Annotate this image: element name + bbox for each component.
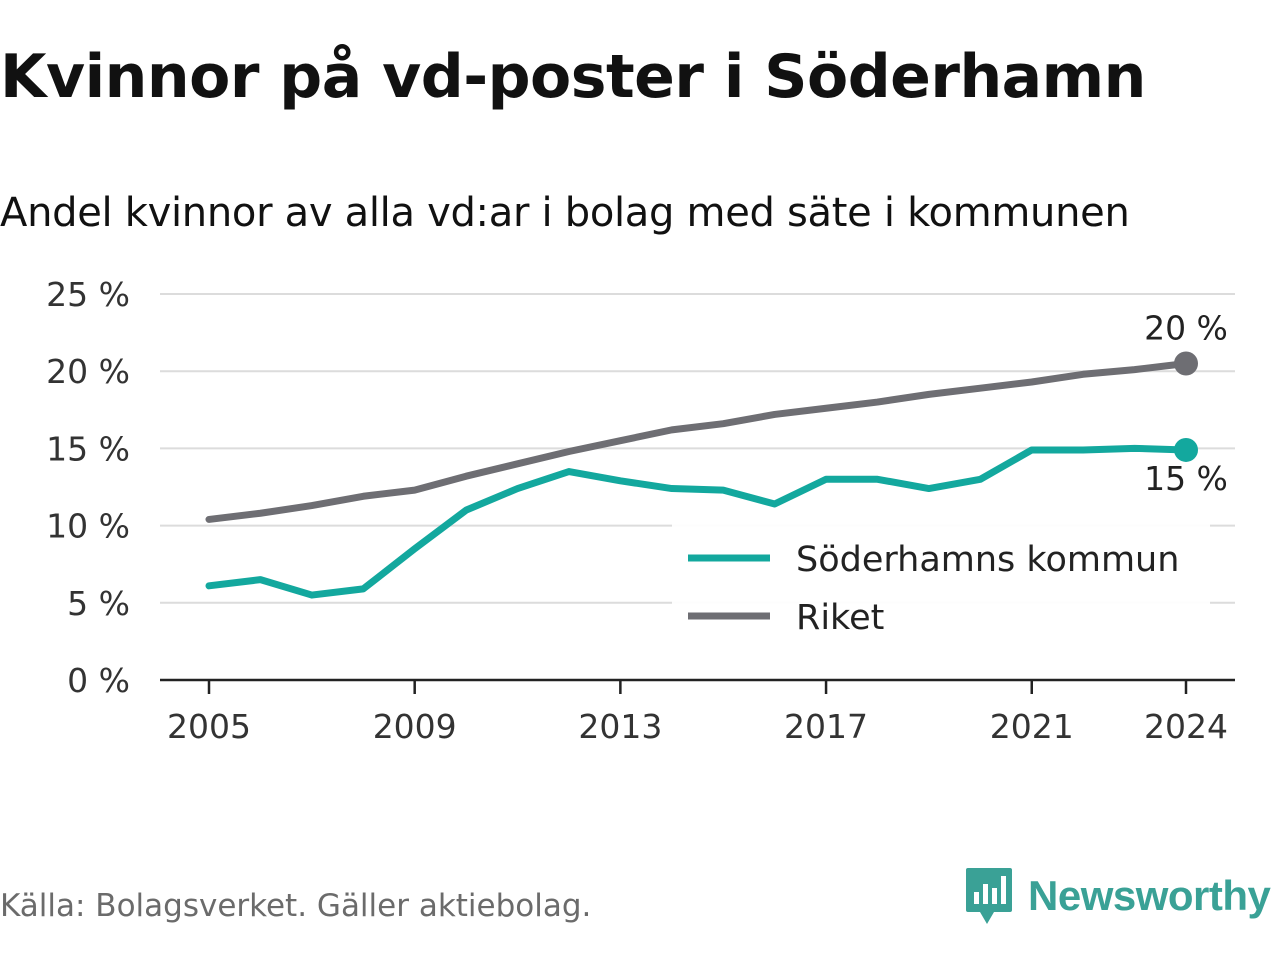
y-tick-label: 15 % (46, 429, 130, 468)
y-tick-label: 10 % (46, 507, 130, 546)
series-line (205, 444, 1190, 599)
x-tick-label: 2005 (167, 707, 251, 746)
y-tick-label: 25 % (46, 275, 130, 314)
source-note: Källa: Bolagsverket. Gäller aktiebolag. (0, 888, 592, 924)
brand-name: Newsworthy (1028, 872, 1271, 919)
series-line (205, 359, 1190, 523)
y-tick-label: 0 % (67, 661, 130, 700)
chart-title: Kvinnor på vd-poster i Söderhamn (0, 42, 1146, 112)
x-tick-label: 2013 (578, 707, 662, 746)
end-label-riket: 20 % (1144, 308, 1228, 347)
legend-label: Riket (796, 598, 884, 638)
legend-label: Söderhamns kommun (796, 540, 1179, 580)
x-tick-label: 2009 (373, 707, 457, 746)
x-tick-label: 2017 (784, 707, 868, 746)
x-tick-label: 2024 (1144, 707, 1228, 746)
legend-box (672, 524, 1210, 644)
y-tick-label: 5 % (67, 584, 130, 623)
y-tick-label: 20 % (46, 352, 130, 391)
series-end-point (1174, 351, 1198, 376)
chart-subtitle: Andel kvinnor av alla vd:ar i bolag med … (0, 190, 1130, 236)
series-end-point (1174, 437, 1198, 462)
brand-logo: Newsworthy (964, 866, 1271, 926)
end-label-kommun: 15 % (1144, 459, 1228, 498)
bar-chart-icon (966, 868, 1012, 924)
line-chart: 0 % 5 % 10 % 15 % 20 % 25 % 2005 2009 2013 2017 20… (46, 275, 1235, 746)
x-tick-label: 2021 (990, 707, 1074, 746)
